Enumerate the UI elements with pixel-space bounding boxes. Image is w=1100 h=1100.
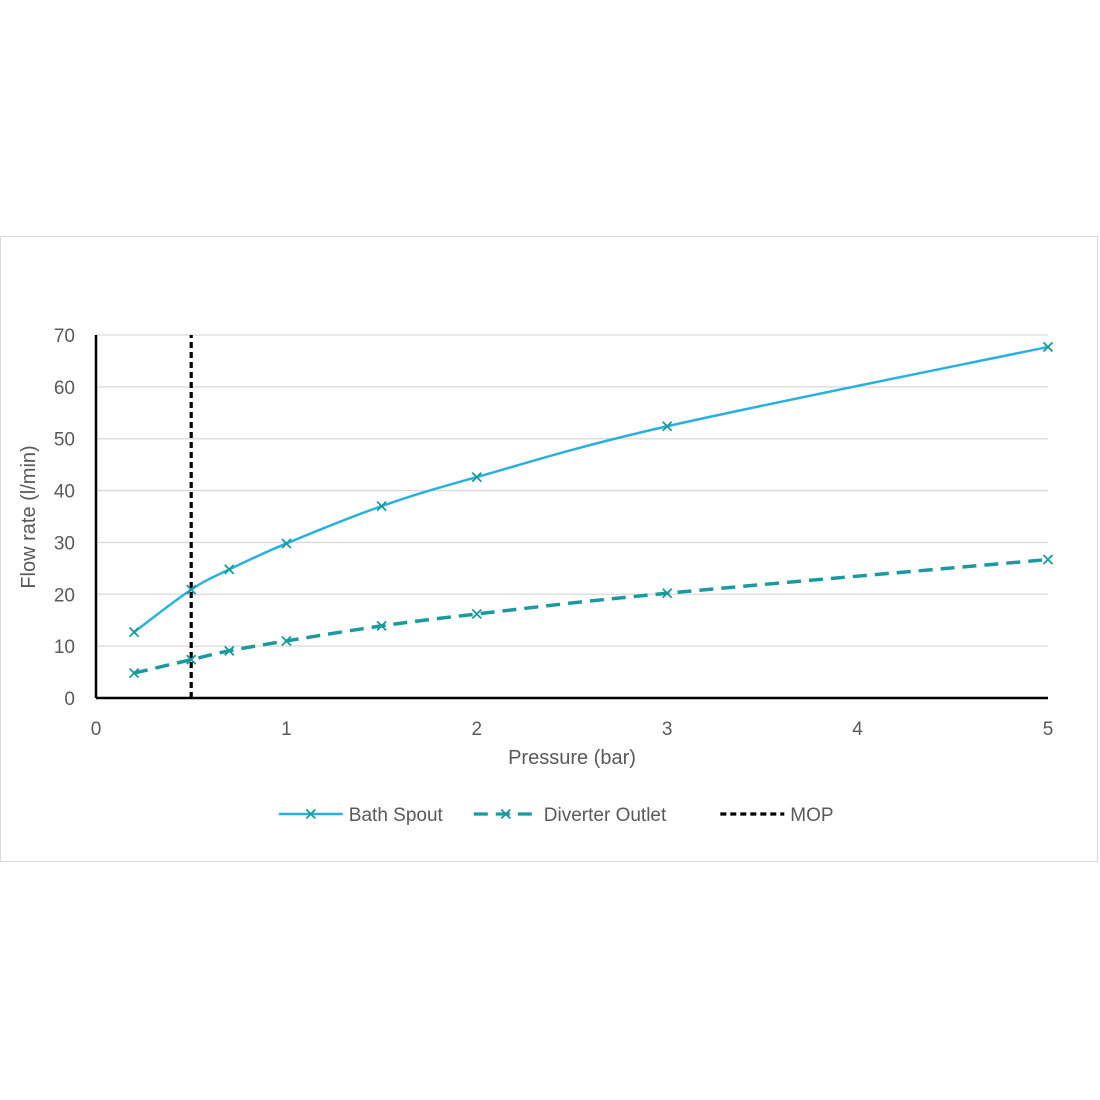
y-axis-title: Flow rate (l/min): [18, 445, 40, 588]
data-point-marker: [281, 538, 292, 549]
y-tick-label: 30: [54, 533, 75, 554]
x-tick-label: 3: [662, 719, 673, 740]
y-tick-label: 60: [54, 378, 75, 399]
data-point-marker: [471, 471, 482, 483]
data-point-marker: [1042, 554, 1054, 565]
x-tick-label: 5: [1043, 719, 1054, 740]
legend-item: Bath Spout: [278, 805, 444, 826]
gridlines: [96, 334, 1048, 647]
x-tick-labels: 0 1 2 3 4 5: [91, 719, 1054, 740]
data-point-marker: [376, 500, 387, 512]
data-point-marker: [224, 564, 235, 575]
legend: Bath Spout Diverter Outlet MOP: [278, 805, 834, 826]
data-point-marker: [662, 588, 673, 599]
legend-label: MOP: [790, 805, 833, 826]
data-point-marker: [1042, 341, 1054, 353]
x-axis-title: Pressure (bar): [508, 747, 636, 769]
series-line-1: [133, 557, 1049, 675]
x-tick-label: 4: [852, 719, 863, 740]
y-tick-label: 40: [54, 482, 75, 503]
data-point-marker: [128, 667, 140, 679]
axes: [94, 335, 1048, 700]
chart-frame: 0 1 2 3 4 5 0 10 20 30 40 50 60 70 Pressure (bar) Fl…: [0, 236, 1098, 862]
y-tick-labels: 0 10 20 30 40 50 60 70: [54, 326, 75, 710]
legend-item: Diverter Outlet: [473, 805, 667, 826]
data-point-marker: [186, 654, 197, 665]
legend-marker: [500, 808, 511, 820]
y-tick-label: 70: [54, 326, 75, 347]
data-point-marker: [281, 635, 292, 647]
y-tick-label: 0: [64, 689, 75, 710]
y-tick-label: 50: [54, 430, 75, 451]
data-point-marker: [224, 645, 235, 656]
legend-label: Diverter Outlet: [544, 805, 667, 826]
data-point-marker: [186, 584, 197, 595]
data-point-marker: [471, 608, 482, 620]
x-tick-label: 2: [472, 719, 483, 740]
legend-label: Bath Spout: [349, 805, 444, 826]
line-chart: 0 1 2 3 4 5 0 10 20 30 40 50 60 70 Pressure (bar) Fl…: [18, 326, 1054, 826]
x-tick-label: 0: [91, 719, 102, 740]
data-point-marker: [128, 627, 140, 638]
data-point-marker: [662, 421, 673, 432]
data-point-marker: [376, 620, 387, 632]
x-tick-label: 1: [281, 719, 292, 740]
legend-item: MOP: [720, 805, 834, 826]
series-layer: [128, 341, 1054, 679]
y-tick-label: 10: [54, 637, 75, 658]
y-tick-label: 20: [54, 585, 75, 606]
legend-marker: [305, 808, 316, 820]
series-line-0: [133, 345, 1049, 634]
